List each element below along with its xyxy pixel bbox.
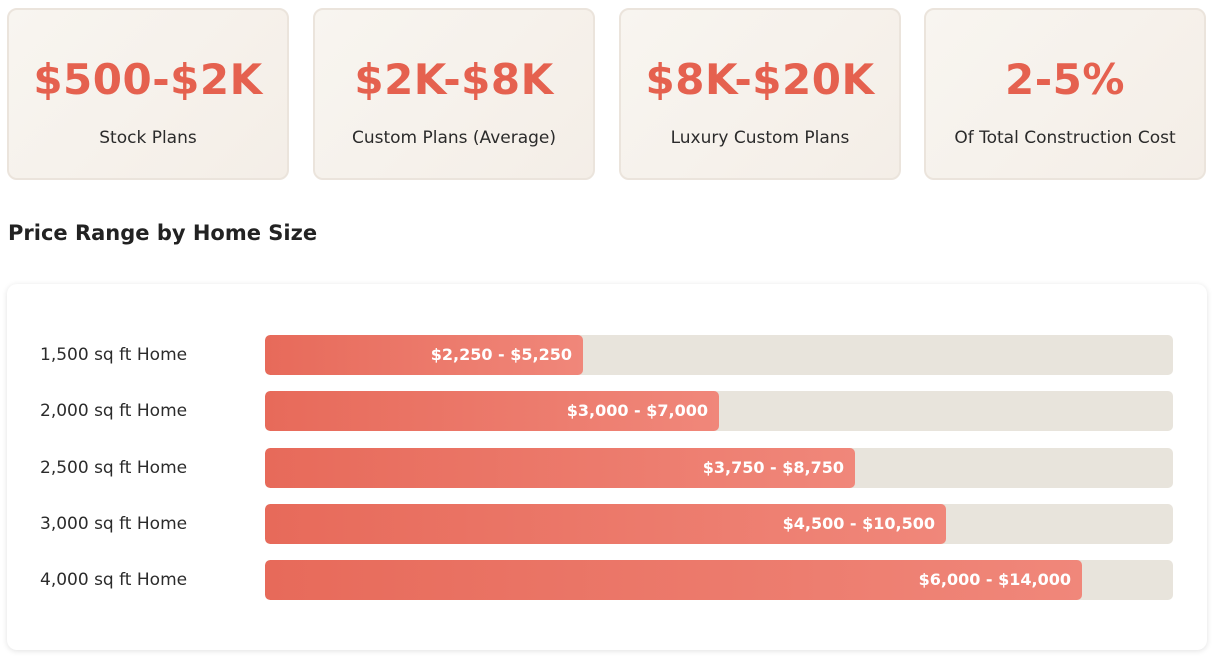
bar-data-label: $2,250 - $5,250 [430,345,572,364]
bar-category-label: 4,000 sq ft Home [40,570,188,590]
stat-card-luxury-plans: $8K-$20K Luxury Custom Plans [619,8,901,180]
stat-card-stock-plans: $500-$2K Stock Plans [7,8,289,180]
bar-track: $6,000 - $14,000 [265,560,1173,600]
bar-row: 2,000 sq ft Home $3,000 - $7,000 [7,391,1207,431]
bar-category-label: 2,500 sq ft Home [40,458,188,478]
stat-cards: $500-$2K Stock Plans $2K-$8K Custom Plan… [7,8,1207,180]
stat-card-construction-cost: 2-5% Of Total Construction Cost [924,8,1206,180]
bar-category-label: 1,500 sq ft Home [40,345,188,365]
bar: $2,250 - $5,250 [265,335,583,375]
bar-category-label: 2,000 sq ft Home [40,401,188,421]
bar-data-label: $3,000 - $7,000 [566,401,708,420]
bar-track: $3,750 - $8,750 [265,448,1173,488]
stat-card-custom-plans: $2K-$8K Custom Plans (Average) [313,8,595,180]
stat-value: 2-5% [1005,55,1125,104]
bar-track: $4,500 - $10,500 [265,504,1173,544]
bar-data-label: $4,500 - $10,500 [782,514,935,533]
bar-row: 3,000 sq ft Home $4,500 - $10,500 [7,504,1207,544]
stat-value: $500-$2K [33,55,263,104]
stat-value: $2K-$8K [354,55,554,104]
section-title: Price Range by Home Size [8,221,318,245]
stat-label: Custom Plans (Average) [351,128,557,148]
bar-track: $2,250 - $5,250 [265,335,1173,375]
bar-track: $3,000 - $7,000 [265,391,1173,431]
bar-data-label: $6,000 - $14,000 [918,570,1071,589]
bar-category-label: 3,000 sq ft Home [40,514,188,534]
bar-row: 4,000 sq ft Home $6,000 - $14,000 [7,560,1207,600]
bar: $4,500 - $10,500 [265,504,946,544]
bar: $6,000 - $14,000 [265,560,1082,600]
bar-row: 2,500 sq ft Home $3,750 - $8,750 [7,448,1207,488]
stat-value: $8K-$20K [645,55,875,104]
stat-label: Luxury Custom Plans [670,128,850,148]
price-range-chart: 1,500 sq ft Home $2,250 - $5,250 2,000 sq … [7,284,1207,650]
stat-label: Of Total Construction Cost [954,128,1176,148]
bar-data-label: $3,750 - $8,750 [702,458,844,477]
bar-row: 1,500 sq ft Home $2,250 - $5,250 [7,335,1207,375]
bar: $3,000 - $7,000 [265,391,719,431]
bar: $3,750 - $8,750 [265,448,855,488]
stat-label: Stock Plans [99,128,197,148]
